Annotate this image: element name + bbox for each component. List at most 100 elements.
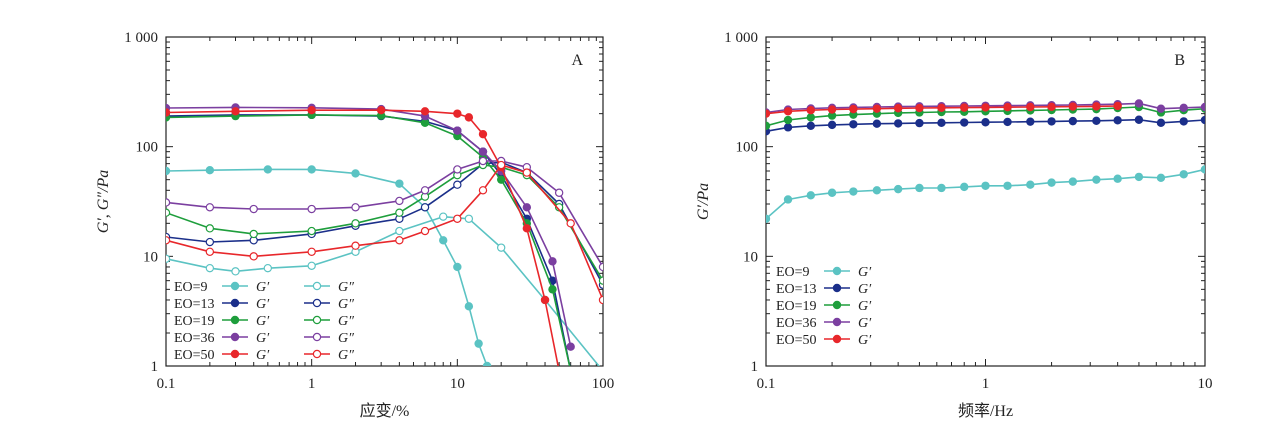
legend-symbol: G′: [858, 282, 872, 297]
data-point: [1047, 178, 1056, 187]
x-axis-title: 应变/%: [360, 401, 410, 420]
data-point: [783, 123, 793, 132]
data-point: [548, 285, 557, 294]
x-axis-title: 频率/Hz: [958, 402, 1013, 420]
data-point: [937, 183, 946, 193]
data-point: [453, 165, 462, 174]
data-point: [1179, 117, 1188, 126]
data-point: [981, 118, 990, 127]
data-point: [351, 203, 360, 212]
data-point: [1068, 102, 1078, 111]
data-point: [806, 191, 816, 200]
data-point: [540, 295, 550, 305]
legend-label: EO=50: [776, 333, 817, 348]
legend-marker: [832, 300, 842, 310]
data-point: [1113, 116, 1122, 125]
series-layer: [166, 103, 606, 374]
data-point: [599, 367, 606, 374]
data-point: [1179, 170, 1188, 179]
data-point: [453, 109, 462, 118]
plot-frame: [765, 36, 1206, 367]
y-tick-label: 10: [143, 249, 158, 265]
plot-frame: [165, 36, 604, 367]
data-point: [1003, 103, 1012, 112]
data-point: [981, 103, 990, 112]
data-point: [806, 106, 816, 115]
series-line: [166, 114, 571, 366]
data-point: [351, 169, 360, 178]
data-point: [307, 165, 316, 174]
data-point: [598, 276, 603, 285]
data-point: [453, 262, 462, 272]
series-line: [166, 106, 572, 347]
data-point: [827, 105, 837, 114]
legend-marker: [312, 298, 322, 308]
data-point: [1113, 101, 1122, 111]
data-point: [376, 106, 386, 115]
data-point: [522, 203, 532, 212]
data-point: [783, 115, 793, 125]
legend-symbol: G″: [338, 280, 354, 295]
legend-symbol: G″: [338, 331, 354, 346]
data-point: [937, 103, 946, 113]
legend-symbol: G′: [256, 280, 270, 295]
legend-label: EO=13: [776, 282, 817, 297]
data-point: [522, 224, 532, 233]
data-point: [1113, 174, 1122, 183]
data-point: [1003, 181, 1012, 190]
legend-label: EO=50: [174, 348, 215, 363]
data-point: [915, 183, 924, 193]
x-tick-label: 0.1: [757, 376, 776, 392]
data-point: [1134, 172, 1144, 182]
data-point: [496, 160, 506, 170]
data-point: [1156, 104, 1166, 113]
data-point: [960, 103, 969, 112]
x-tick-label: 10: [1198, 376, 1213, 392]
data-point: [205, 203, 215, 212]
legend-marker: [230, 315, 240, 325]
legend-label: EO=9: [174, 280, 208, 295]
axis-ticks: [765, 36, 1206, 367]
data-point: [960, 182, 969, 192]
data-point: [478, 186, 488, 195]
data-point: [1026, 102, 1035, 112]
data-point: [915, 118, 924, 128]
data-point: [205, 247, 215, 256]
legend-symbol: G′: [256, 331, 270, 346]
legend-symbol: G′: [256, 348, 270, 363]
data-point: [453, 214, 462, 223]
series-line: [166, 215, 600, 366]
legend-label: EO=9: [776, 265, 810, 280]
legend-marker: [832, 266, 842, 276]
data-point: [166, 166, 171, 176]
data-point: [166, 254, 171, 263]
data-point: [205, 166, 215, 175]
data-point: [1156, 173, 1166, 183]
data-point: [420, 107, 430, 116]
data-point: [1047, 102, 1056, 111]
series-line: [166, 114, 571, 366]
data-point: [566, 219, 575, 228]
x-tick-label: 100: [592, 376, 615, 392]
legend-symbol: G″: [338, 297, 354, 312]
axis-ticks: [165, 36, 604, 367]
data-point: [205, 237, 215, 247]
data-point: [263, 165, 273, 174]
data-point: [1092, 116, 1101, 126]
legend-marker: [230, 298, 240, 308]
panel-letter: A: [571, 52, 583, 69]
legend-marker: [312, 281, 322, 291]
legend-marker: [312, 349, 322, 359]
data-point: [598, 262, 603, 272]
data-point: [166, 108, 171, 117]
data-point: [231, 267, 240, 276]
data-point: [395, 226, 404, 236]
data-point: [1092, 102, 1101, 111]
series-line: [166, 109, 559, 366]
y-tick-label: 100: [136, 140, 159, 156]
series-layer: [766, 99, 1205, 223]
data-point: [1200, 115, 1205, 125]
data-point: [1068, 177, 1078, 186]
